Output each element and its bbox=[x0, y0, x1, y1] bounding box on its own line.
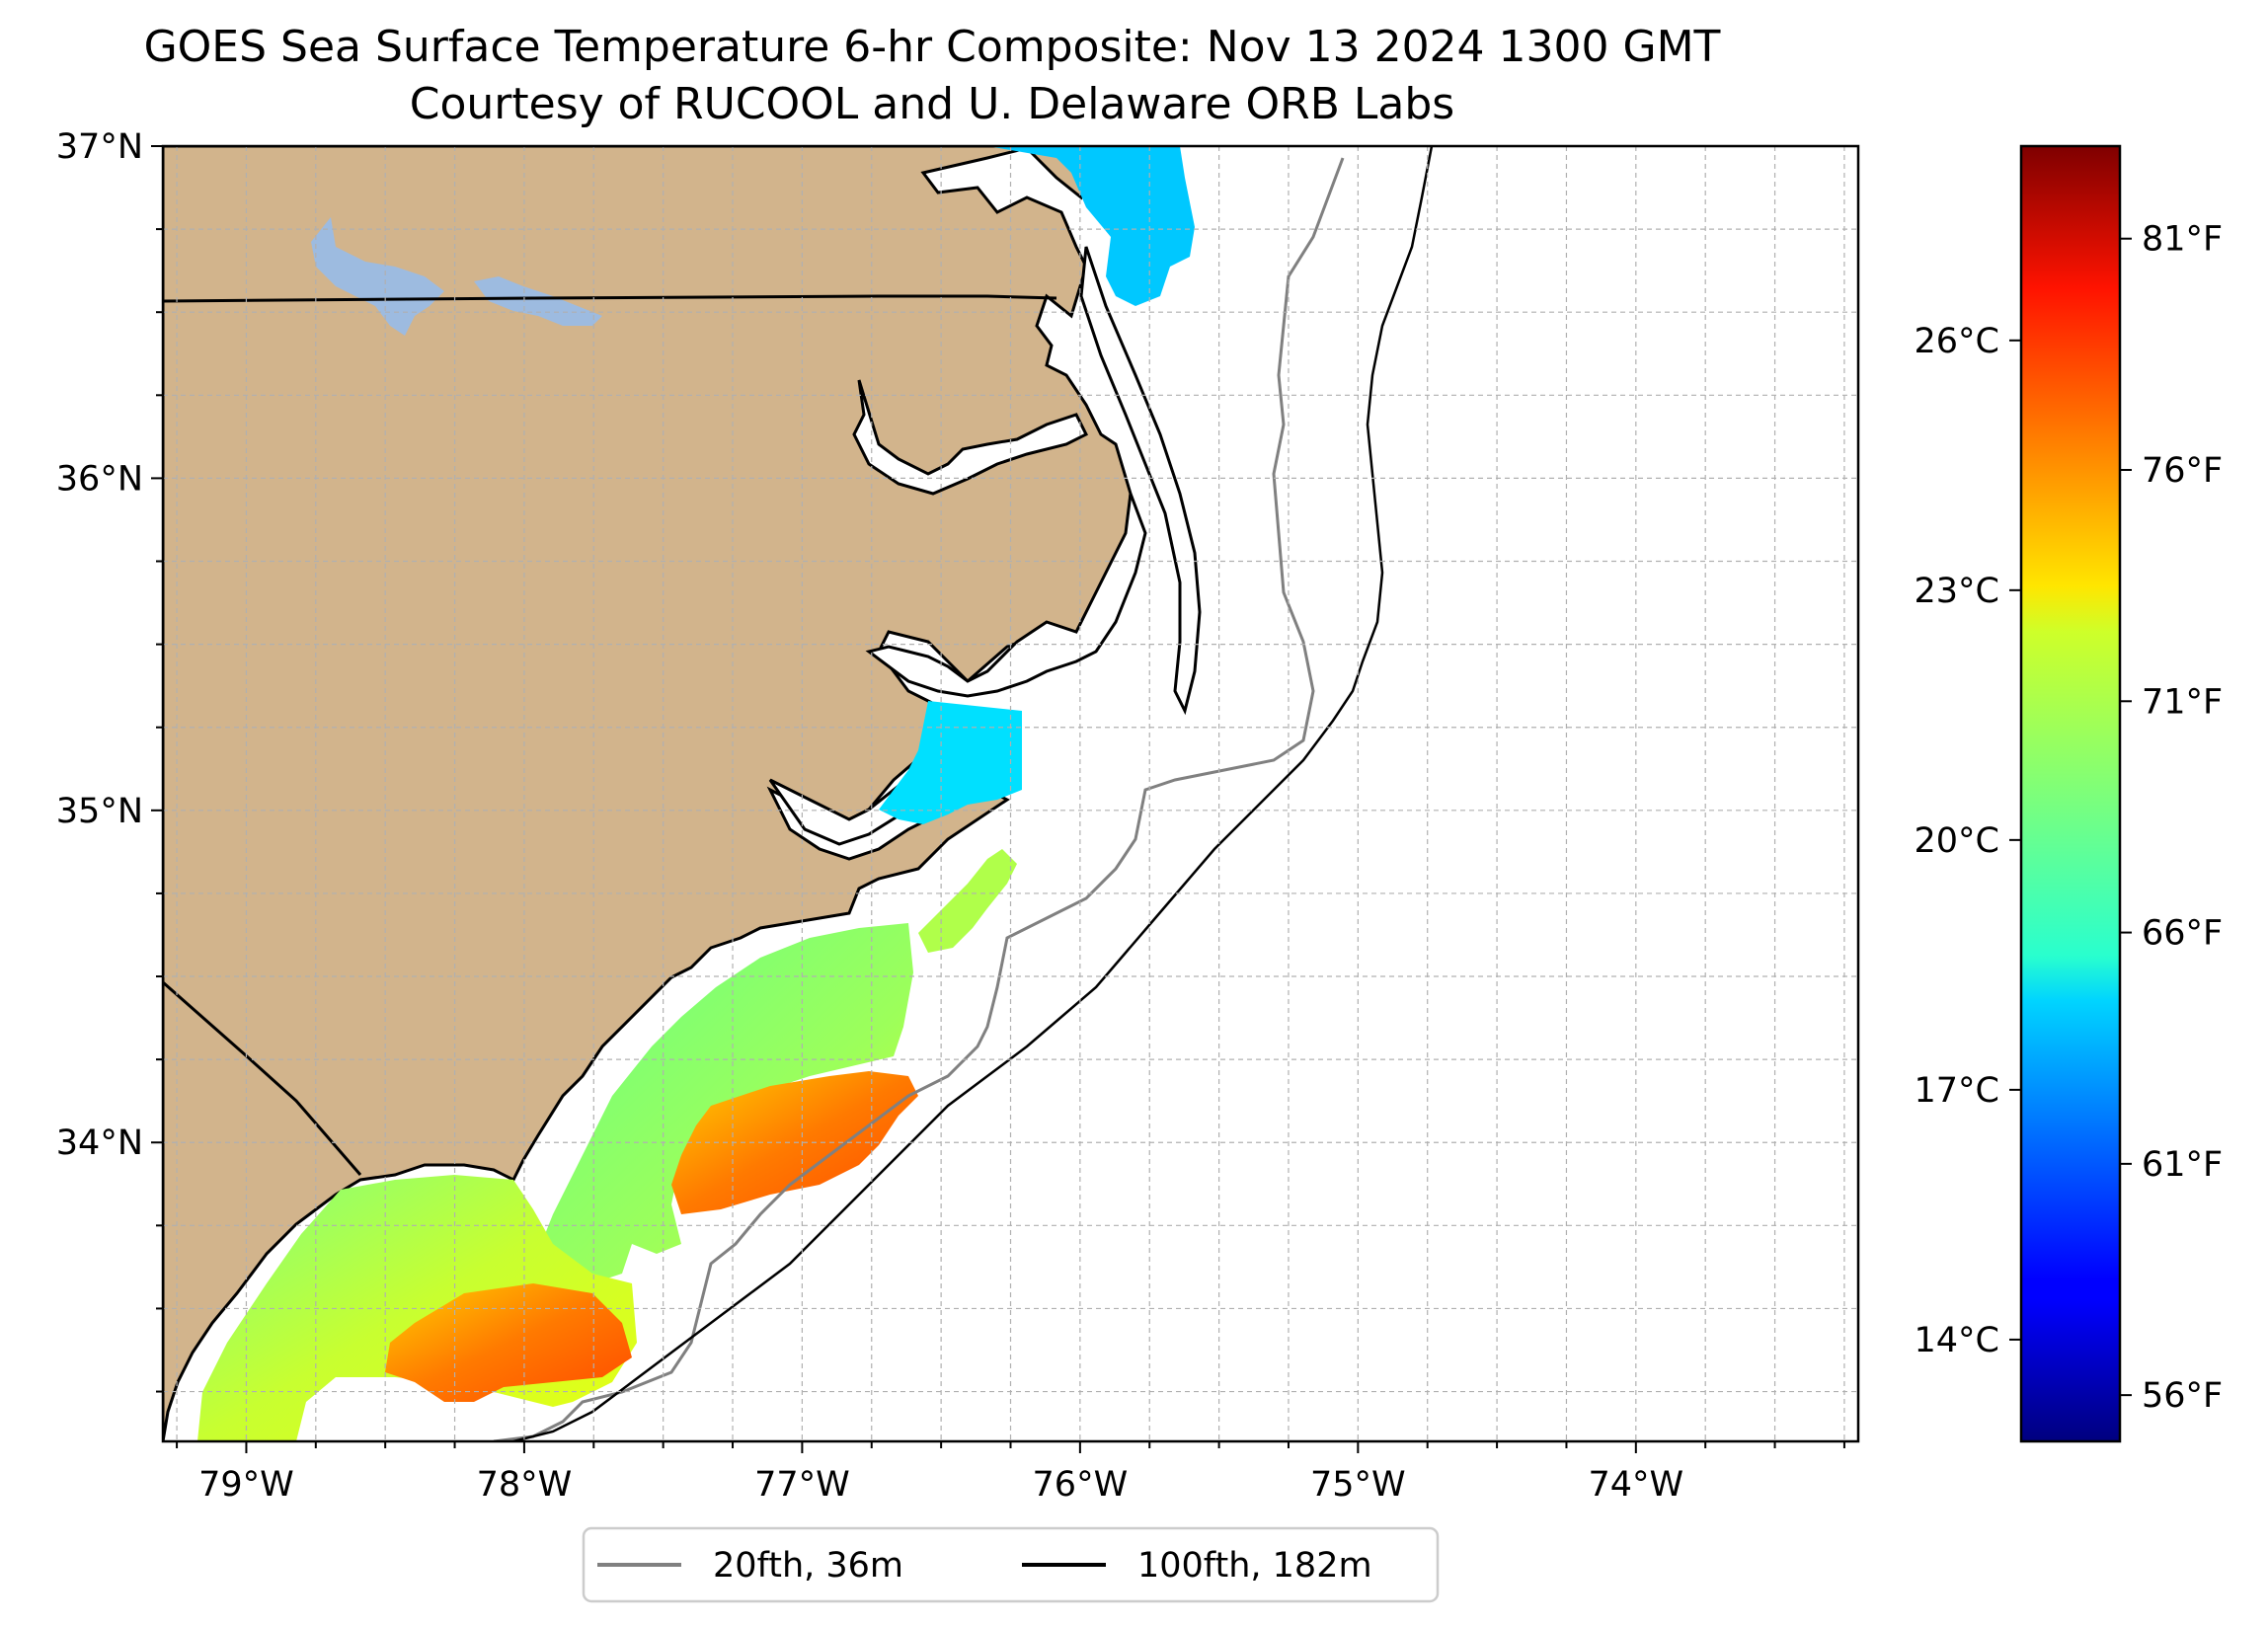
state-border-nc-sc bbox=[163, 980, 362, 1176]
map-gridlines bbox=[163, 145, 1858, 1441]
map-axes: 79°W 78°W 77°W 76°W 75°W 74°W 37°N 36°N 35°N 34°N bbox=[56, 127, 1845, 1505]
y-tick-label: 34°N bbox=[56, 1123, 143, 1163]
colorbar-ticks: 14°C 17°C 20°C 23°C 26°C 56°F 61°F 66°F 71°F 76°F… bbox=[1915, 220, 2224, 1416]
colorbar-celsius-label: 26°C bbox=[1915, 322, 1999, 361]
colorbar-celsius-label: 20°C bbox=[1915, 821, 1999, 861]
colorbar-celsius-label: 23°C bbox=[1915, 572, 1999, 611]
lake-gaston bbox=[311, 217, 444, 336]
sst-patch-north bbox=[987, 146, 1195, 306]
colorbar-celsius-label: 17°C bbox=[1915, 1071, 1999, 1111]
legend-label-100fth: 100fth, 182m bbox=[1137, 1546, 1372, 1586]
legend-label-20fth: 20fth, 36m bbox=[713, 1546, 903, 1586]
outer-banks-lagoon bbox=[1079, 246, 1202, 716]
isobath-20fth bbox=[493, 157, 1345, 1441]
sst-patch-capelookout bbox=[918, 849, 1017, 953]
colorbar-fahrenheit-label: 71°F bbox=[2142, 682, 2223, 722]
pamlico-sound bbox=[865, 493, 1147, 698]
x-tick-label: 79°W bbox=[198, 1465, 294, 1505]
colorbar bbox=[2019, 144, 2122, 1443]
colorbar-fahrenheit-label: 61°F bbox=[2142, 1145, 2223, 1185]
x-tick-label: 74°W bbox=[1588, 1465, 1683, 1505]
colorbar-celsius-label: 14°C bbox=[1915, 1321, 1999, 1360]
x-tick-label: 77°W bbox=[754, 1465, 850, 1505]
sst-patch-southern-warm bbox=[385, 1283, 632, 1402]
map-subtitle: Courtesy of RUCOOL and U. Delaware ORB L… bbox=[409, 79, 1455, 129]
colorbar-fahrenheit-label: 76°F bbox=[2142, 451, 2223, 491]
colorbar-fahrenheit-label: 66°F bbox=[2142, 914, 2223, 954]
map-title: GOES Sea Surface Temperature 6-hr Compos… bbox=[143, 22, 1721, 72]
sst-patch-pamlico bbox=[879, 701, 1022, 824]
y-tick-label: 37°N bbox=[56, 127, 143, 167]
y-tick-label: 35°N bbox=[56, 792, 143, 831]
y-tick-label: 36°N bbox=[56, 459, 143, 499]
colorbar-fahrenheit-label: 56°F bbox=[2142, 1376, 2223, 1416]
x-tick-label: 76°W bbox=[1033, 1465, 1129, 1505]
legend: 20fth, 36m 100fth, 182m bbox=[582, 1526, 1440, 1603]
legend-box bbox=[582, 1526, 1440, 1603]
x-tick-label: 78°W bbox=[477, 1465, 573, 1505]
state-border-va-nc bbox=[163, 294, 1057, 303]
colorbar-fahrenheit-label: 81°F bbox=[2142, 220, 2223, 260]
albemarle-sound bbox=[852, 379, 1089, 496]
lake-kerr bbox=[474, 276, 602, 326]
x-tick-label: 75°W bbox=[1310, 1465, 1406, 1505]
isobath-100fth bbox=[512, 146, 1434, 1441]
